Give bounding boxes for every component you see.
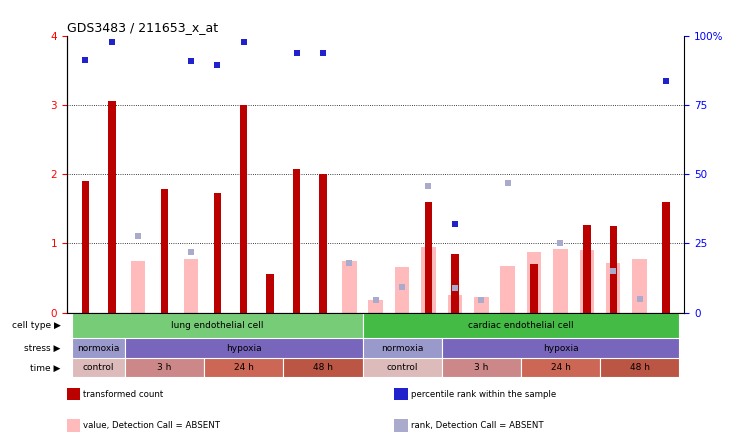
Bar: [125, 358, 204, 377]
Bar: [72, 313, 362, 338]
Bar: [293, 169, 301, 313]
Bar: [421, 247, 436, 313]
Bar: [451, 254, 458, 313]
Bar: [583, 225, 591, 313]
Bar: [425, 202, 432, 313]
Bar: [501, 266, 515, 313]
Bar: [442, 358, 521, 377]
Bar: [521, 358, 600, 377]
Text: normoxia: normoxia: [381, 344, 423, 353]
Text: 24 h: 24 h: [234, 363, 254, 373]
Bar: [600, 358, 679, 377]
Bar: [609, 226, 617, 313]
Bar: [283, 358, 362, 377]
Bar: [362, 338, 442, 358]
Text: 3 h: 3 h: [474, 363, 489, 373]
Bar: [474, 297, 489, 313]
Text: control: control: [386, 363, 418, 373]
Bar: [442, 338, 679, 358]
Bar: [395, 267, 409, 313]
Text: stress ▶: stress ▶: [25, 344, 61, 353]
Bar: [131, 261, 146, 313]
Text: 48 h: 48 h: [313, 363, 333, 373]
Text: value, Detection Call = ABSENT: value, Detection Call = ABSENT: [83, 421, 220, 430]
Bar: [662, 202, 670, 313]
Bar: [240, 105, 248, 313]
Bar: [530, 264, 538, 313]
Bar: [125, 338, 362, 358]
Text: hypoxia: hypoxia: [226, 344, 262, 353]
Bar: [527, 252, 542, 313]
Text: cardiac endothelial cell: cardiac endothelial cell: [468, 321, 574, 329]
Text: rank, Detection Call = ABSENT: rank, Detection Call = ABSENT: [411, 421, 543, 430]
Bar: [606, 263, 620, 313]
Bar: [266, 274, 274, 313]
Bar: [184, 259, 198, 313]
Bar: [448, 295, 462, 313]
Text: transformed count: transformed count: [83, 390, 164, 399]
Bar: [580, 250, 594, 313]
Text: GDS3483 / 211653_x_at: GDS3483 / 211653_x_at: [67, 21, 218, 34]
Text: normoxia: normoxia: [77, 344, 120, 353]
Bar: [204, 358, 283, 377]
Text: 24 h: 24 h: [551, 363, 571, 373]
Text: cell type ▶: cell type ▶: [12, 321, 61, 329]
Text: time ▶: time ▶: [31, 363, 61, 373]
Text: hypoxia: hypoxia: [542, 344, 578, 353]
Bar: [362, 358, 442, 377]
Bar: [362, 313, 679, 338]
Bar: [214, 194, 221, 313]
Text: control: control: [83, 363, 115, 373]
Text: lung endothelial cell: lung endothelial cell: [171, 321, 263, 329]
Text: percentile rank within the sample: percentile rank within the sample: [411, 390, 556, 399]
Bar: [554, 249, 568, 313]
Bar: [342, 261, 356, 313]
Text: 3 h: 3 h: [158, 363, 172, 373]
Bar: [319, 174, 327, 313]
Bar: [368, 300, 383, 313]
Bar: [108, 101, 115, 313]
Bar: [82, 181, 89, 313]
Bar: [632, 259, 647, 313]
Text: 48 h: 48 h: [629, 363, 650, 373]
Bar: [72, 358, 125, 377]
Bar: [72, 338, 125, 358]
Bar: [161, 189, 168, 313]
